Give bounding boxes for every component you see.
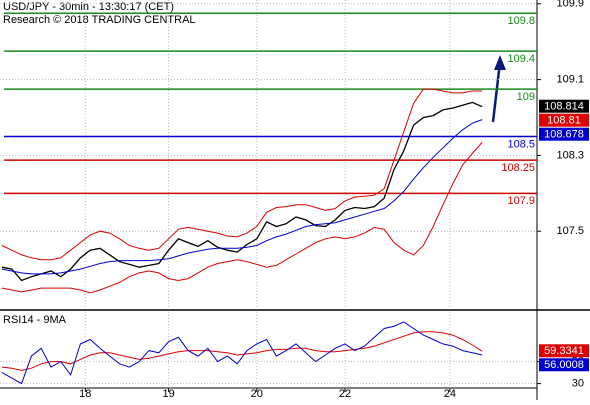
- level-label: 109.8: [507, 15, 535, 27]
- value-tag-label: 108.81: [547, 115, 581, 127]
- chart-title: USD/JPY - 30min - 13:30:17 (CET): [3, 1, 174, 13]
- y-tick-label: 109.1: [556, 74, 584, 86]
- chart-subtitle: Research © 2018 TRADING CENTRAL: [3, 14, 196, 26]
- level-label: 107.9: [507, 195, 535, 207]
- value-tag-label: 108.814: [544, 101, 584, 113]
- value-tag: [539, 344, 589, 358]
- y-tick-label: 109.9: [556, 0, 584, 10]
- x-tick-label: 18: [79, 388, 91, 400]
- forecast-arrow-head: [494, 55, 506, 70]
- indicator-line: [1, 321, 483, 385]
- y-tick-label: 108.3: [556, 149, 584, 161]
- indicator-line: [1, 88, 483, 261]
- level-label: 108.5: [507, 138, 535, 150]
- rsi-title: RSI14 - 9MA: [3, 314, 67, 326]
- x-tick-label: 22: [339, 388, 351, 400]
- level-label: 109.4: [507, 53, 535, 65]
- x-tick-label: 19: [162, 388, 174, 400]
- x-tick-label: 24: [444, 388, 456, 400]
- value-tag: [539, 113, 589, 127]
- x-tick-label: 20: [251, 388, 263, 400]
- level-label: 109: [517, 91, 535, 103]
- value-tag: [539, 358, 589, 372]
- value-tag-label: 108.678: [544, 129, 584, 141]
- value-tag-label: 56.0008: [544, 359, 584, 371]
- indicator-line: [1, 141, 483, 294]
- y-tick-label: 107.5: [556, 225, 584, 237]
- value-tag-label: 59.3341: [544, 345, 584, 357]
- value-tag: [539, 127, 589, 141]
- value-tag: [539, 99, 589, 113]
- forecast-arrow: [491, 61, 502, 123]
- indicator-line: [1, 331, 483, 371]
- level-label: 108.25: [501, 162, 535, 174]
- indicator-line: [1, 119, 483, 275]
- y-tick-label: 30: [572, 378, 584, 390]
